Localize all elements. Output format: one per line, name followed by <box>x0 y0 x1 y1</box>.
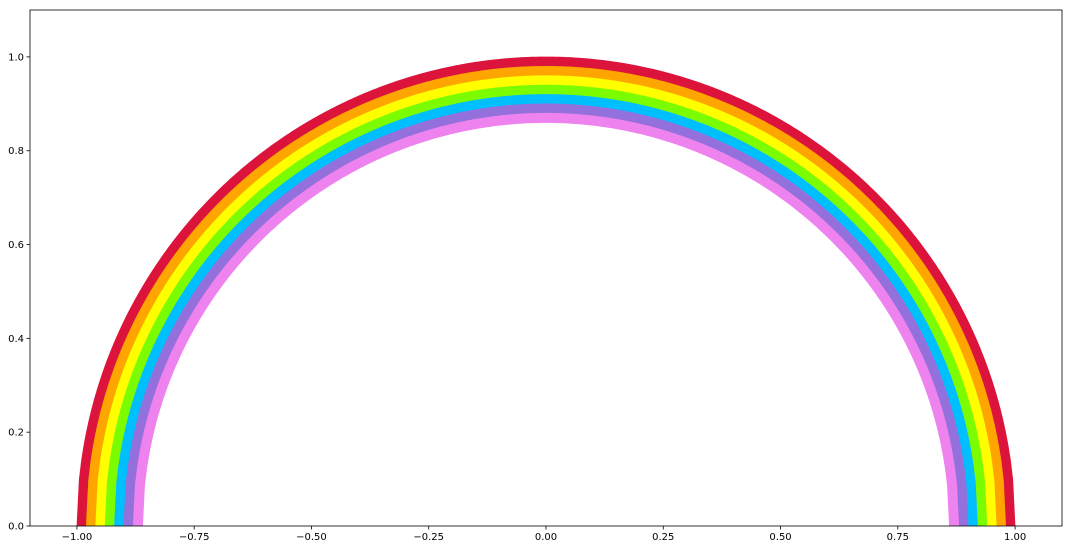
rainbow-band-5 <box>114 94 978 526</box>
x-tick-label: 0.50 <box>769 532 791 543</box>
rainbow-band-2 <box>85 65 1007 526</box>
y-axis: 0.0 0.2 0.4 0.6 0.8 1.0 <box>8 52 30 533</box>
rainbow-band-6 <box>123 103 969 526</box>
y-tick-label: 0.4 <box>8 334 24 345</box>
x-tick-label: 0.75 <box>887 532 909 543</box>
rainbow-band-3 <box>95 75 997 526</box>
y-tick-label: 0.8 <box>8 146 24 157</box>
x-tick-label: 1.00 <box>1004 532 1026 543</box>
x-tick-label: −0.75 <box>179 532 210 543</box>
rainbow-band-4 <box>104 84 988 526</box>
x-axis: −1.00 −0.75 −0.50 −0.25 0.00 0.25 0.50 0.75 1.00 <box>62 526 1026 543</box>
y-tick-label: 1.0 <box>8 52 24 63</box>
y-tick-label: 0.0 <box>8 522 24 533</box>
x-tick-label: 0.00 <box>535 532 557 543</box>
x-tick-label: −0.50 <box>296 532 327 543</box>
x-tick-label: 0.25 <box>652 532 674 543</box>
series-layer <box>76 56 1016 526</box>
y-tick-label: 0.2 <box>8 428 24 439</box>
y-tick-label: 0.6 <box>8 240 24 251</box>
x-tick-label: −0.25 <box>413 532 444 543</box>
rainbow-band-1 <box>76 56 1016 526</box>
x-tick-label: −1.00 <box>62 532 93 543</box>
rainbow-band-7 <box>132 112 960 526</box>
